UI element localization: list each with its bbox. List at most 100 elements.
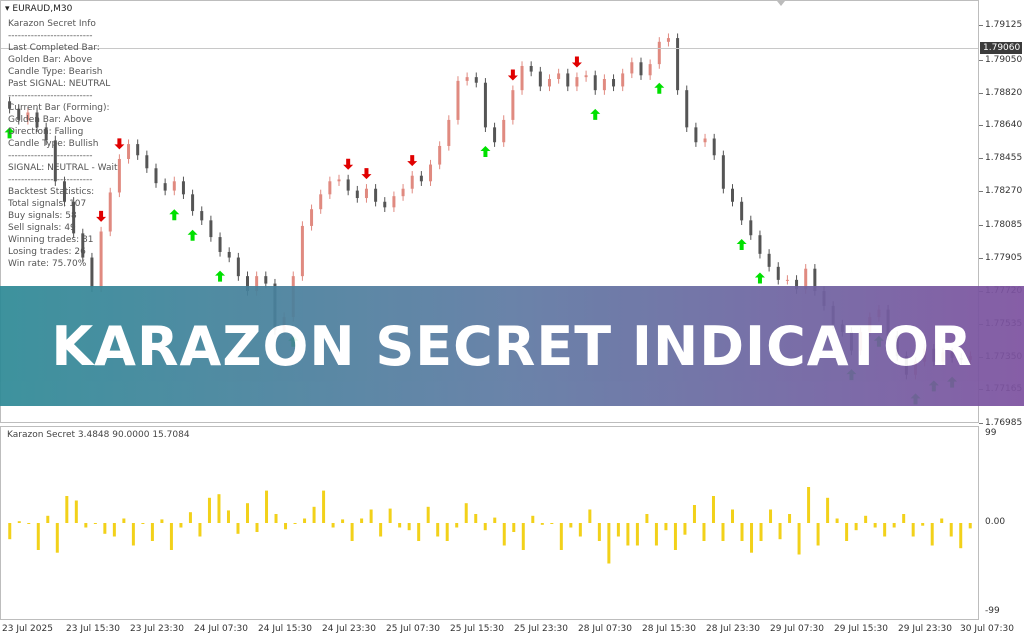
candle-body [35, 112, 39, 128]
candle [191, 189, 195, 216]
candle-body [740, 201, 744, 221]
histogram-bar [711, 496, 715, 523]
symbol-title-text: EURAUD,M30 [12, 4, 73, 14]
candle [703, 133, 707, 147]
histogram-bar [284, 523, 288, 530]
info-line: Golden Bar: Above [8, 115, 93, 125]
candle-body [767, 253, 771, 267]
candle-body [383, 201, 387, 208]
indicator-scale-label: 0.00 [985, 517, 1006, 527]
shift-marker-icon[interactable] [777, 1, 785, 6]
candle [300, 221, 304, 281]
histogram-bar [664, 523, 668, 531]
candle-body [410, 175, 414, 189]
candle-body [218, 237, 222, 252]
histogram-bar [531, 515, 535, 523]
histogram-bar [493, 517, 497, 523]
info-line: Karazon Secret Info [8, 19, 96, 29]
bid-price-line [1, 48, 978, 49]
candle [81, 228, 85, 263]
candle [758, 230, 762, 259]
info-line: Win rate: 75.70% [8, 259, 87, 269]
info-line: Buy signals: 58 [8, 211, 77, 221]
price-label: 1.78455 [985, 153, 1023, 163]
candle [538, 66, 542, 92]
candle-body [721, 155, 725, 189]
candle-body [62, 181, 66, 202]
histogram-bar [940, 518, 944, 523]
candle [740, 197, 744, 225]
histogram-bar [312, 506, 316, 523]
info-line: Backtest Statistics: [8, 187, 95, 197]
candle [666, 33, 670, 47]
sell-arrow-icon [114, 138, 125, 150]
histogram-bar [27, 523, 31, 524]
buy-arrow-icon [187, 229, 198, 241]
histogram-bar [474, 514, 478, 523]
indicator-info-panel: Karazon Secret Info ---------------------… [8, 18, 118, 270]
candle [145, 150, 149, 173]
candle [639, 57, 643, 80]
candle [438, 141, 442, 170]
histogram-bar [198, 523, 202, 537]
symbol-title: ▾ EURAUD,M30 [5, 4, 72, 14]
histogram-bar [902, 514, 906, 523]
candle [483, 78, 487, 133]
candle-body [127, 144, 131, 159]
histogram-bar [550, 523, 554, 524]
candle-body [392, 196, 396, 208]
histogram-bar [740, 523, 744, 541]
candle [465, 72, 469, 86]
candle [53, 135, 57, 186]
info-line: -------------------------- [8, 175, 93, 185]
candle-body [731, 188, 734, 202]
price-label: 1.77905 [985, 253, 1023, 263]
histogram-bar [426, 506, 430, 523]
candle-body [493, 127, 497, 143]
candle-body [612, 79, 616, 87]
time-axis[interactable]: 23 Jul 2025 23 Jul 15:30 23 Jul 23:30 24 Ju… [0, 620, 1014, 640]
histogram-bar [807, 487, 811, 523]
time-label: 24 Jul 07:30 [194, 624, 248, 634]
candle-body [17, 108, 21, 120]
time-label: 25 Jul 15:30 [450, 624, 504, 634]
histogram-bar [436, 523, 440, 537]
candle-body [355, 190, 359, 199]
dropdown-triangle-icon[interactable]: ▾ [5, 4, 13, 14]
candle-body [264, 276, 268, 284]
histogram-bar [778, 523, 782, 540]
indicator-subwindow[interactable]: Karazon Secret 3.4848 90.0000 15.7084 [0, 426, 979, 620]
histogram-bar [930, 523, 934, 546]
candle [163, 178, 167, 196]
histogram-bar [569, 523, 573, 528]
banner-title: KARAZON SECRET INDICATOR [51, 314, 973, 378]
info-line: SIGNAL: NEUTRAL - Wait [8, 163, 118, 173]
histogram-bar [512, 523, 516, 532]
price-label: 1.78820 [985, 88, 1023, 98]
histogram-bar [388, 508, 392, 523]
time-label: 28 Jul 15:30 [642, 624, 696, 634]
histogram-chart[interactable] [1, 427, 979, 620]
info-line: -------------------------- [8, 151, 93, 161]
candle-body [593, 75, 597, 91]
histogram-bar [17, 521, 21, 523]
candle [767, 249, 771, 272]
candle [401, 184, 405, 201]
time-label: 24 Jul 23:30 [322, 624, 376, 634]
candle-body [685, 90, 689, 128]
candle-body [26, 112, 30, 120]
indicator-scale-label: -99 [985, 606, 1000, 616]
candle-body [657, 41, 661, 65]
candle [99, 226, 103, 292]
candle-body [108, 192, 112, 232]
time-label: 30 Jul 07:30 [960, 624, 1014, 634]
price-tick [979, 93, 983, 94]
histogram-bar [93, 523, 97, 524]
candle-body [172, 181, 176, 191]
candle-body [511, 90, 515, 120]
candle-body [712, 138, 716, 156]
candle [419, 171, 423, 186]
histogram-bar [8, 523, 12, 540]
candle [374, 184, 378, 207]
sell-arrow-icon [361, 168, 372, 180]
